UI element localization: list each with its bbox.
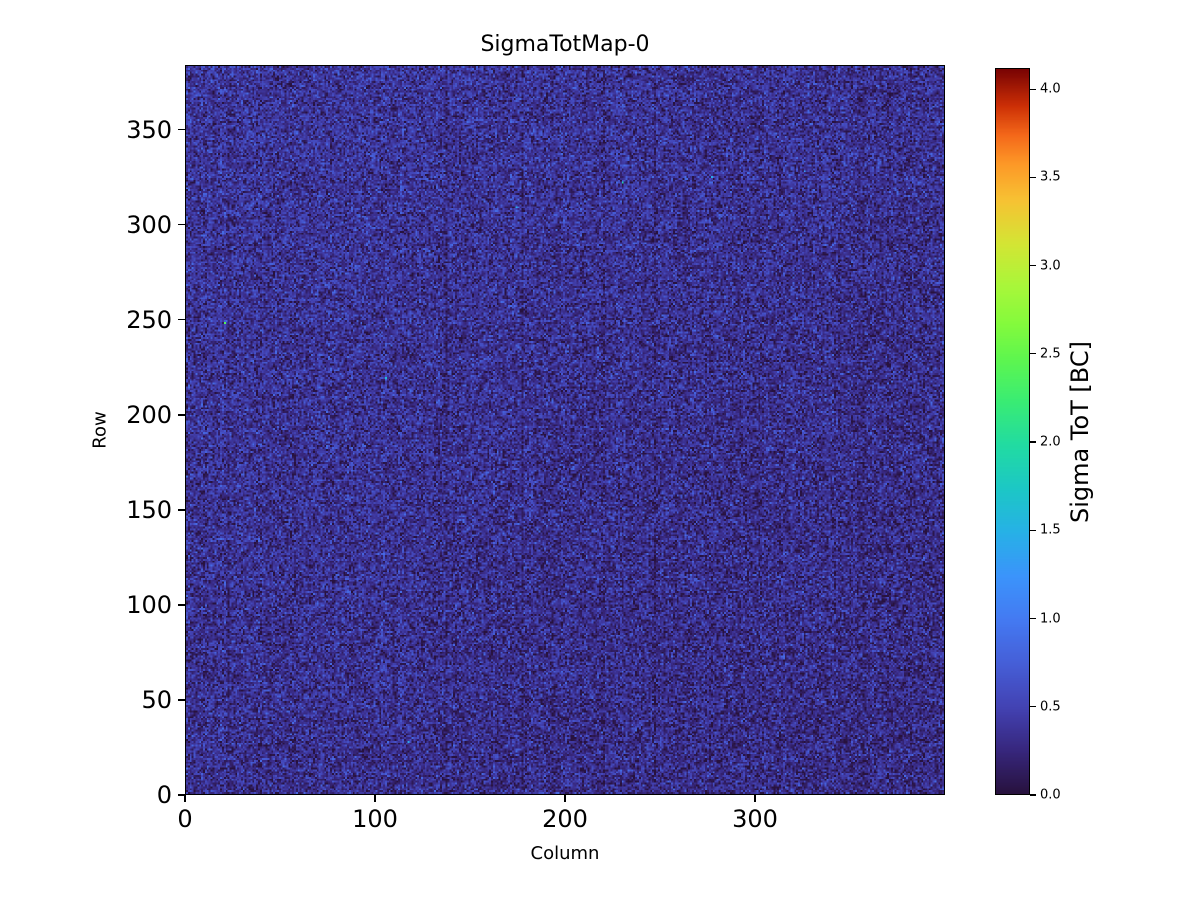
colorbar-tick-mark <box>1030 529 1036 531</box>
colorbar-canvas <box>996 69 1029 794</box>
y-tick-mark <box>178 414 185 416</box>
x-tick-label: 200 <box>542 805 588 833</box>
x-tick-label: 300 <box>732 805 778 833</box>
chart-title: SigmaTotMap-0 <box>480 32 650 57</box>
colorbar-tick-mark <box>1030 353 1036 355</box>
x-tick-mark <box>564 795 566 802</box>
colorbar-tick-mark <box>1030 88 1036 90</box>
colorbar-tick-mark <box>1030 265 1036 267</box>
y-tick-mark <box>178 699 185 701</box>
y-tick-mark <box>178 509 185 511</box>
y-tick-mark <box>178 128 185 131</box>
colorbar-tick-label: 4.0 <box>1040 81 1061 97</box>
y-tick-mark <box>178 604 185 606</box>
colorbar <box>995 68 1030 795</box>
colorbar-tick-label: 2.0 <box>1040 434 1061 450</box>
colorbar-tick-label: 1.5 <box>1040 522 1061 538</box>
y-tick-label: 150 <box>126 495 172 524</box>
colorbar-tick-mark <box>1030 441 1036 443</box>
plot-area <box>185 65 945 795</box>
colorbar-tick-mark <box>1030 794 1036 796</box>
colorbar-label-text: Sigma ToT [BC] <box>1066 341 1094 523</box>
y-tick-label: 50 <box>141 685 172 714</box>
x-tick-mark <box>754 795 756 802</box>
y-axis-ticks: 0 50 100 150 200 250 300 350 <box>0 65 185 809</box>
colorbar-tick-label: 0.5 <box>1040 699 1061 715</box>
x-tick-mark <box>374 795 376 802</box>
x-axis-label: Column <box>530 843 600 864</box>
y-tick-mark <box>178 223 185 226</box>
y-tick-mark <box>178 794 185 796</box>
colorbar-tick-label: 3.5 <box>1040 169 1061 185</box>
x-tick-mark <box>184 795 186 802</box>
x-tick-label: 0 <box>177 805 193 833</box>
colorbar-tick-label: 3.0 <box>1040 258 1061 274</box>
colorbar-tick-mark <box>1030 176 1036 178</box>
heatmap-canvas <box>186 66 944 794</box>
colorbar-tick-mark <box>1030 706 1036 708</box>
y-tick-mark <box>178 318 185 321</box>
y-tick-label: 100 <box>126 590 172 619</box>
colorbar-tick-mark <box>1030 617 1036 620</box>
colorbar-ticks: 0.0 0.5 1.0 1.5 2.0 2.5 3.0 3.5 4.0 <box>1030 68 1100 803</box>
y-tick-label: 0 <box>156 781 172 809</box>
colorbar-tick-label: 0.0 <box>1040 787 1061 803</box>
x-tick-label: 100 <box>352 805 398 833</box>
y-tick-label: 350 <box>126 115 172 144</box>
y-axis-label-text: Row <box>89 411 111 449</box>
colorbar-tick-label: 2.5 <box>1040 346 1061 362</box>
y-tick-label: 200 <box>126 400 172 429</box>
y-tick-label: 300 <box>126 210 172 239</box>
colorbar-tick-label: 1.0 <box>1040 611 1061 627</box>
y-tick-label: 250 <box>126 305 172 334</box>
x-axis-ticks: 0 100 200 300 <box>177 795 945 840</box>
